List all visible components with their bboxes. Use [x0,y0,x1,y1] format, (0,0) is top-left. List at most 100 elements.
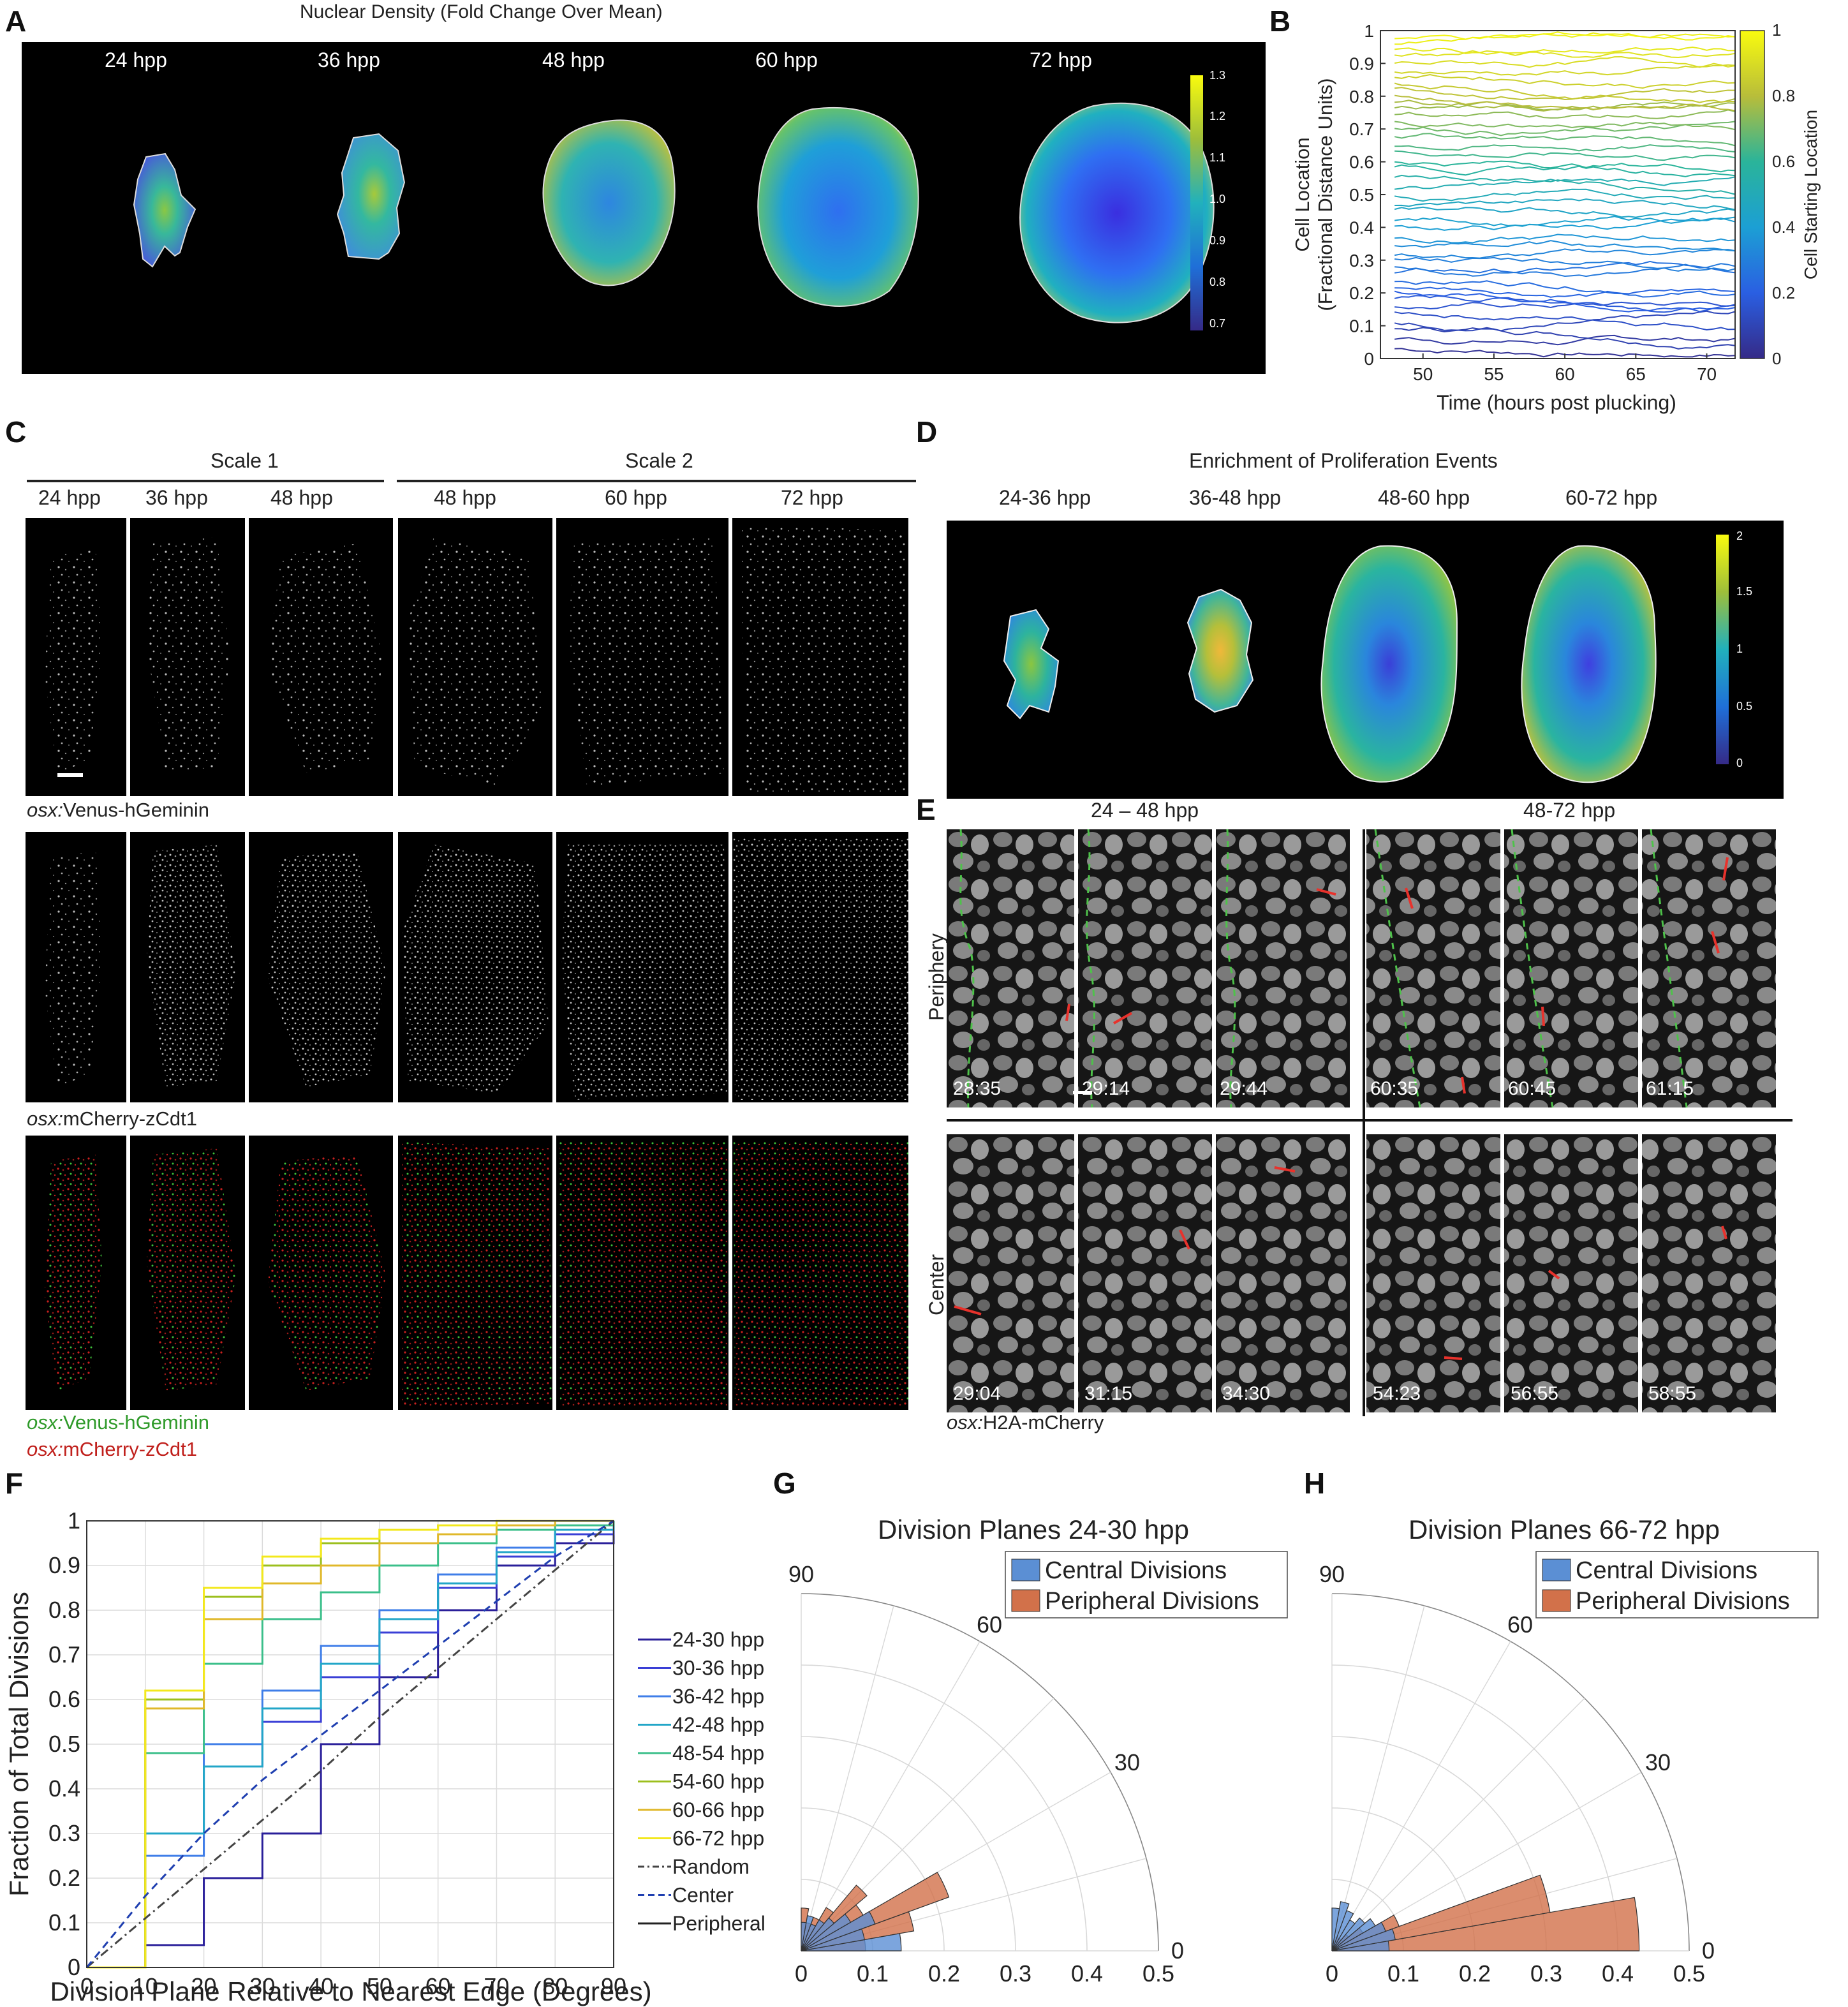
panel-e-periphery-time-2: 29:44 [1220,1078,1268,1099]
panel-h-spoke-60 [1331,1641,1511,1951]
panel-b-track-14 [1394,240,1736,252]
panel-g-legend-swatch-0 [1011,1559,1040,1581]
panel-c-group-1: Scale 1 [211,449,279,472]
panel-f-legend-label-10: Peripheral [672,1912,765,1935]
panel-g-legend-label-1: Peripheral Divisions [1045,1588,1259,1615]
panel-c-time-0: 24 hpp [38,486,101,509]
panel-b-track-29 [1394,121,1736,131]
panel-f-ytick-8: 0.8 [48,1597,80,1623]
panel-b-track-18 [1394,206,1736,218]
panel-h-thetatick-2: 60 [1507,1611,1533,1638]
panel-d-title: Enrichment of Proliferation Events [1189,449,1498,472]
panel-a-cb-tick-4: 0.9 [1209,234,1226,247]
panel-b-chart: 0 0.1 0.2 0.3 0.4 0.5 0.6 0.7 0.8 0.9 1 50 55 60 65 70… [1291,20,1821,414]
panel-b-track-30 [1394,109,1736,119]
panel-h-spoke-75 [1331,1605,1425,1951]
panel-d-cb-tick-0: 2 [1736,530,1743,542]
panel-b-track-40 [1394,46,1735,56]
panel-c-time-5: 72 hpp [781,486,843,509]
panel-d-cb-tick-1: 1.5 [1736,585,1753,598]
panel-g-rtick-5: 0.5 [1142,1960,1174,1987]
panel-c-time-4: 60 hpp [605,486,667,509]
panel-b-track-35 [1394,82,1736,103]
panel-f-ytick-10: 1 [68,1507,80,1534]
panel-b-track-34 [1394,87,1736,101]
panel-g-spoke-75 [801,1605,894,1951]
panel-f-series-7 [87,1520,614,1969]
panel-h-central-bar-7 [1331,1901,1350,1951]
panel-b-xtick-2: 60 [1555,364,1575,384]
panel-h-thetatick-3: 90 [1319,1561,1345,1587]
panel-f-legend-label-8: Random [672,1855,750,1878]
panel-h-rtick-2: 0.2 [1459,1960,1491,1987]
panel-f-legend: 24-30 hpp 30-36 hpp 36-42 hpp 42-48 hpp 48-5… [638,1628,765,1935]
panel-c-time-1: 36 hpp [145,486,208,509]
panel-f-xtick-7: 70 [484,1973,509,1999]
panel-f-xtick-3: 30 [249,1973,275,1999]
panel-f-xtick-6: 60 [425,1973,451,1999]
panel-d-cb-tick-2: 1 [1736,642,1743,655]
panel-b-ytick-3: 0.3 [1349,251,1374,270]
panel-e-caption: osx:H2A-mCherry [947,1411,1104,1434]
panel-g-central-bar-4 [801,1917,835,1951]
panel-d-interval-3: 60-72 hpp [1565,486,1658,509]
panel-g-rtick-3: 0.3 [1000,1960,1031,1987]
panel-f-ytick-7: 0.7 [48,1641,80,1668]
panel-f-y-ticks: 0 0.1 0.2 0.3 0.4 0.5 0.6 0.7 0.8 0.9 1 [48,1507,80,1980]
panel-a-heatmaps [133,75,1215,330]
panel-g-central-bar-8 [801,1922,807,1951]
panel-b-ylabel: Cell Location [1291,137,1313,251]
panel-c-row-merge [26,1136,908,1410]
panel-b-y-ticks: 0 0.1 0.2 0.3 0.4 0.5 0.6 0.7 0.8 0.9 1 [1349,21,1386,369]
panel-e-center-time-4: 56:55 [1511,1383,1559,1404]
panel-b-track-19 [1394,198,1736,211]
panel-g-rtick-1: 0.1 [857,1960,889,1987]
panel-f-xtick-8: 80 [542,1973,568,1999]
panel-a-cb-tick-0: 1.3 [1209,69,1226,82]
panel-c-merge-green-prefix: osx: [27,1411,63,1433]
panel-f-ytick-3: 0.3 [48,1820,80,1846]
panel-d-cb-tick-4: 0 [1736,757,1743,769]
panel-h-central-bar-2 [1331,1922,1386,1951]
panel-b-track-36 [1394,73,1736,89]
panel-letter-b: B [1269,4,1291,38]
panel-g-central-bar-2 [801,1911,876,1951]
panel-h-chart: Division Planes 66-72 hpp 0 0.1 0.2 0.3 0.4 0… [1319,1515,1819,1987]
panel-e-center-time-1: 31:15 [1084,1383,1133,1404]
panel-f-xlabel: Division Plane Relative to Nearest Edge … [50,1976,651,2006]
panel-c-group-2-rule [397,480,916,482]
panel-c-row1-caption: osx:Venus-hGeminin [27,799,209,822]
panel-f-series-9 [85,1520,614,1968]
panel-b-xlabel: Time (hours post plucking) [1437,391,1676,414]
panel-c-time-3: 48 hpp [434,486,496,509]
panel-f-series-8 [86,1520,614,1969]
panel-e-center-time-2: 34:30 [1222,1383,1271,1404]
panel-g-thetatick-0: 0 [1171,1937,1184,1964]
panel-b-cb-tick-5: 0 [1772,349,1781,368]
panel-g-rtick-0: 0 [795,1960,808,1987]
panel-letter-e: E [916,793,936,826]
panel-f-legend-label-3: 42-48 hpp [672,1714,764,1737]
panel-g-central-bar-7 [801,1915,814,1951]
panel-a-cb-tick-3: 1.0 [1209,193,1226,205]
panel-e-center-time-5: 58:55 [1648,1383,1697,1404]
panel-h-central-bar-4 [1331,1917,1366,1951]
panel-f-lines [85,1520,615,1969]
panel-b-x-ticks: 50 55 60 65 70 [1413,353,1717,384]
panel-f-ytick-6: 0.6 [48,1686,80,1712]
panel-h-rtick-5: 0.5 [1673,1960,1705,1987]
panel-e-row-periphery: Periphery [925,933,948,1021]
panel-b-ytick-8: 0.8 [1349,87,1374,107]
panel-f-xtick-4: 40 [308,1973,334,1999]
panel-b-track-31 [1394,101,1736,111]
panel-g-central-bar-5 [801,1919,825,1951]
panel-f-legend-label-6: 60-66 hpp [672,1798,764,1821]
panel-h-rtick-1: 0.1 [1387,1960,1419,1987]
panel-f-ytick-1: 0.1 [48,1909,80,1936]
panel-e-periphery-time-1: 29:14 [1082,1078,1130,1099]
panel-h-legend-label-1: Peripheral Divisions [1576,1588,1790,1615]
panel-b-track-24 [1394,160,1736,173]
panel-e-center-row [947,1134,1776,1412]
